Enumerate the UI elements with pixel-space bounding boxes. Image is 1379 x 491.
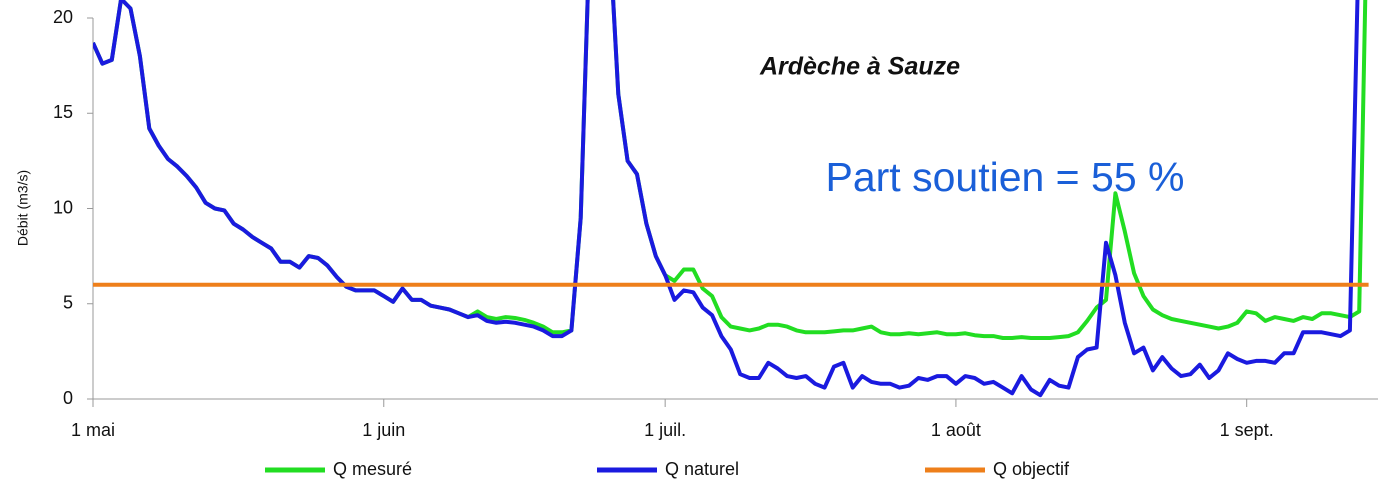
annotation: Part soutien = 55 % (826, 154, 1185, 200)
y-tick-label: 0 (63, 388, 73, 408)
y-tick-label: 10 (53, 197, 73, 217)
y-axis-label: Débit (m3/s) (15, 170, 31, 246)
x-tick-label: 1 août (931, 420, 981, 440)
legend-label: Q objectif (993, 459, 1070, 479)
y-tick-label: 15 (53, 102, 73, 122)
legend-label: Q mesuré (333, 459, 412, 479)
series-line (93, 0, 1360, 398)
y-tick-label: 5 (63, 293, 73, 313)
legend-label: Q naturel (665, 459, 739, 479)
x-tick-label: 1 juil. (644, 420, 686, 440)
y-tick-label: 20 (53, 7, 73, 27)
x-tick-label: 1 mai (71, 420, 115, 440)
chart-title: Ardèche à Sauze (759, 53, 960, 81)
x-tick-label: 1 sept. (1220, 420, 1274, 440)
plot-area (93, 0, 1369, 398)
x-tick-label: 1 juin (362, 420, 405, 440)
